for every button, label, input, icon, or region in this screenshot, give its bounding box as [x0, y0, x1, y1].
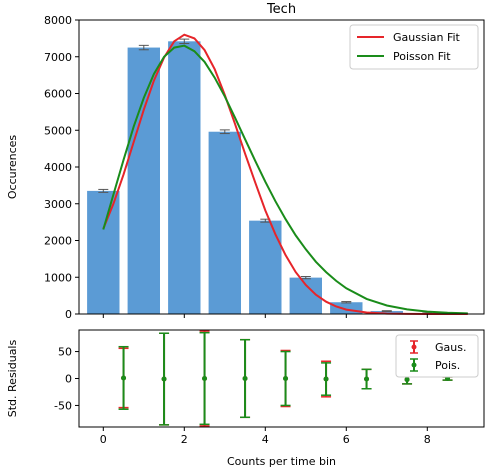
legend: Gaussian Fit Poisson Fit: [349, 24, 479, 70]
y-tick-label: 1000: [44, 271, 72, 284]
bar: [330, 302, 363, 314]
legend-label: Poisson Fit: [393, 50, 451, 63]
poisson-residual: [159, 332, 170, 426]
bar-error-bar: [179, 38, 190, 45]
residual-point: [121, 375, 127, 381]
y-axis-label: Std. Residuals: [6, 340, 19, 418]
legend-swatch: [410, 358, 418, 372]
residual-point: [242, 376, 248, 381]
y-tick-label: 5000: [44, 124, 72, 137]
y-tick-label: 7000: [44, 51, 72, 64]
bar: [127, 47, 160, 314]
legend-swatch: [410, 340, 418, 354]
x-tick-label: 6: [343, 433, 350, 446]
x-tick-label: 4: [262, 433, 269, 446]
legend-box: [395, 334, 479, 378]
bar-error-bar: [300, 276, 311, 280]
y-tick-label: 2000: [44, 235, 72, 248]
y-tick-label: 0: [65, 308, 72, 321]
chart-title: Tech: [266, 2, 296, 17]
y-tick-label: 6000: [44, 88, 72, 101]
bar: [168, 41, 201, 314]
y-tick-label: 0: [65, 373, 72, 386]
legend-swatch-point: [411, 362, 417, 368]
residual-point: [404, 377, 410, 383]
poisson-residual: [199, 331, 210, 426]
bar-error-bar: [98, 188, 109, 193]
x-tick-label: 8: [424, 433, 431, 446]
bar-error-bar: [138, 44, 149, 51]
legend-label: Gaus.: [435, 341, 466, 354]
y-tick-label: 4000: [44, 161, 72, 174]
bar-error-bar: [219, 129, 230, 135]
legend-label: Pois.: [435, 359, 460, 372]
poisson-residual: [280, 350, 291, 407]
bar: [87, 190, 120, 314]
residual-point: [161, 376, 167, 382]
residual-point: [323, 376, 329, 382]
bar-error-bar: [341, 301, 352, 304]
residual-point: [364, 376, 370, 382]
bar: [208, 131, 241, 314]
residuals-panel: -50 0 50 0 2 4 6 8 Counts per time bin Std. Resid…: [6, 329, 485, 468]
x-tick-label: 0: [100, 433, 107, 446]
poisson-residual: [361, 368, 372, 390]
y-tick-label: 8000: [44, 14, 72, 27]
poisson-residual: [118, 345, 129, 410]
y-tick-label: -50: [54, 399, 72, 412]
legend: Gaus. Pois.: [395, 334, 479, 378]
bar-error-bar: [381, 310, 392, 312]
poisson-residual: [321, 362, 332, 396]
y-tick-label: 50: [58, 346, 72, 359]
poisson-residual: [240, 338, 251, 419]
x-tick-label: 2: [181, 433, 188, 446]
legend-swatch-point: [411, 344, 417, 350]
residual-point: [202, 376, 208, 381]
y-axis-label: Occurences: [6, 135, 19, 200]
bar: [370, 311, 403, 314]
legend-label: Gaussian Fit: [393, 31, 461, 44]
gaussian-fit-line: [102, 33, 468, 315]
x-axis-label: Counts per time bin: [227, 455, 336, 468]
residual-point: [283, 376, 289, 381]
poisson-fit-line: [102, 44, 468, 315]
y-tick-label: 3000: [44, 198, 72, 211]
histogram-panel: Tech 0 1000 2000 3000 4000 5000 6000 7000 8000 Occ…: [6, 2, 485, 321]
